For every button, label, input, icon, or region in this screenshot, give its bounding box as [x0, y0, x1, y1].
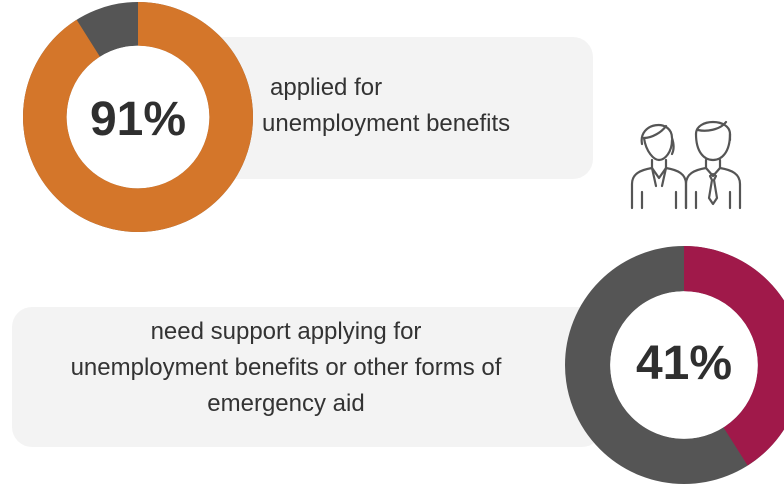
caption-line: applied for — [270, 74, 383, 101]
stat-card-support — [12, 307, 602, 447]
donut-slice-primary — [23, 2, 253, 232]
people-icon — [630, 120, 742, 210]
donut-hole — [610, 291, 758, 439]
caption-line: unemployment benefits — [262, 110, 511, 137]
caption-applied: applied for unemployment benefits — [262, 70, 582, 142]
donut-hole — [66, 45, 210, 189]
donut-chart-support — [565, 246, 784, 484]
donut-chart-applied — [23, 2, 253, 232]
donut-slice-primary — [565, 246, 784, 484]
percent-label-applied: 91% — [89, 93, 187, 146]
caption-line: emergency aid — [207, 390, 365, 417]
percent-label-support: 41% — [635, 337, 733, 390]
caption-support: need support applying for unemployment b… — [12, 314, 560, 422]
caption-line: unemployment benefits or other forms of — [70, 354, 502, 381]
caption-line: need support applying for — [150, 318, 422, 345]
